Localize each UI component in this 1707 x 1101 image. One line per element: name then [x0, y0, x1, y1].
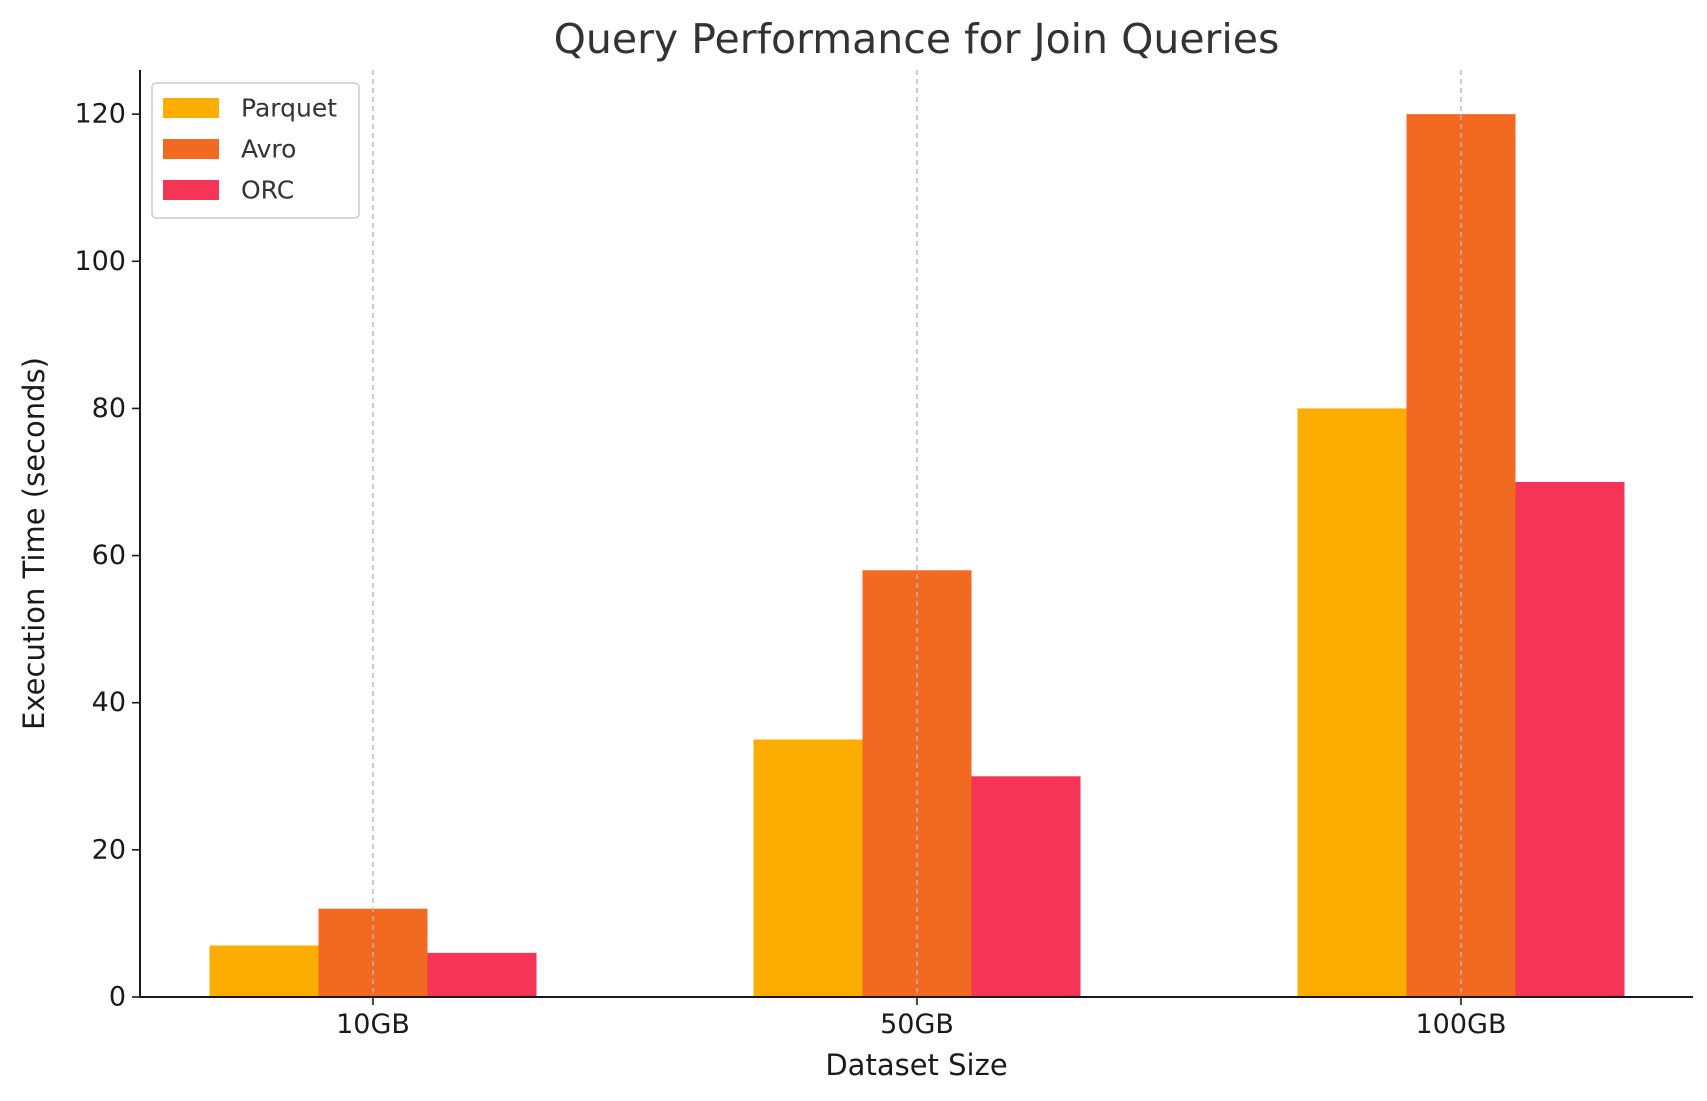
bar-parquet-10gb [209, 945, 319, 997]
x-tick-label-50gb: 50GB [880, 1009, 954, 1040]
y-tick-label-100: 100 [74, 246, 126, 277]
legend-swatch-parquet [163, 98, 219, 118]
y-tick-label-120: 120 [74, 99, 126, 130]
y-tick-label-60: 60 [92, 540, 126, 571]
chart-title: Query Performance for Join Queries [554, 15, 1280, 63]
y-tick-label-20: 20 [92, 834, 126, 865]
legend-label-orc: ORC [241, 176, 294, 205]
legend-swatch-orc [163, 180, 219, 200]
bar-parquet-50gb [753, 739, 863, 997]
bar-orc-100gb [1515, 482, 1625, 997]
legend-label-avro: Avro [241, 135, 296, 164]
legend: Parquet Avro ORC [151, 82, 360, 219]
x-tick-label-100gb: 100GB [1416, 1009, 1507, 1040]
y-tick-label-40: 40 [92, 687, 126, 718]
legend-label-parquet: Parquet [241, 94, 337, 123]
y-ticks: 0 20 40 60 80 100 120 [74, 99, 140, 1013]
y-axis-label: Execution Time (seconds) [17, 357, 51, 730]
x-axis-label: Dataset Size [825, 1048, 1007, 1082]
x-tick-label-10gb: 10GB [336, 1009, 410, 1040]
bars [209, 70, 1625, 997]
bar-parquet-100gb [1297, 408, 1407, 997]
legend-swatch-avro [163, 139, 219, 159]
bar-orc-50gb [971, 776, 1081, 997]
x-ticks: 10GB 50GB 100GB [336, 997, 1506, 1040]
grid-lines-overlay [372, 70, 1462, 997]
y-tick-label-0: 0 [109, 982, 126, 1013]
y-tick-label-80: 80 [92, 393, 126, 424]
bar-orc-10gb [427, 952, 537, 997]
